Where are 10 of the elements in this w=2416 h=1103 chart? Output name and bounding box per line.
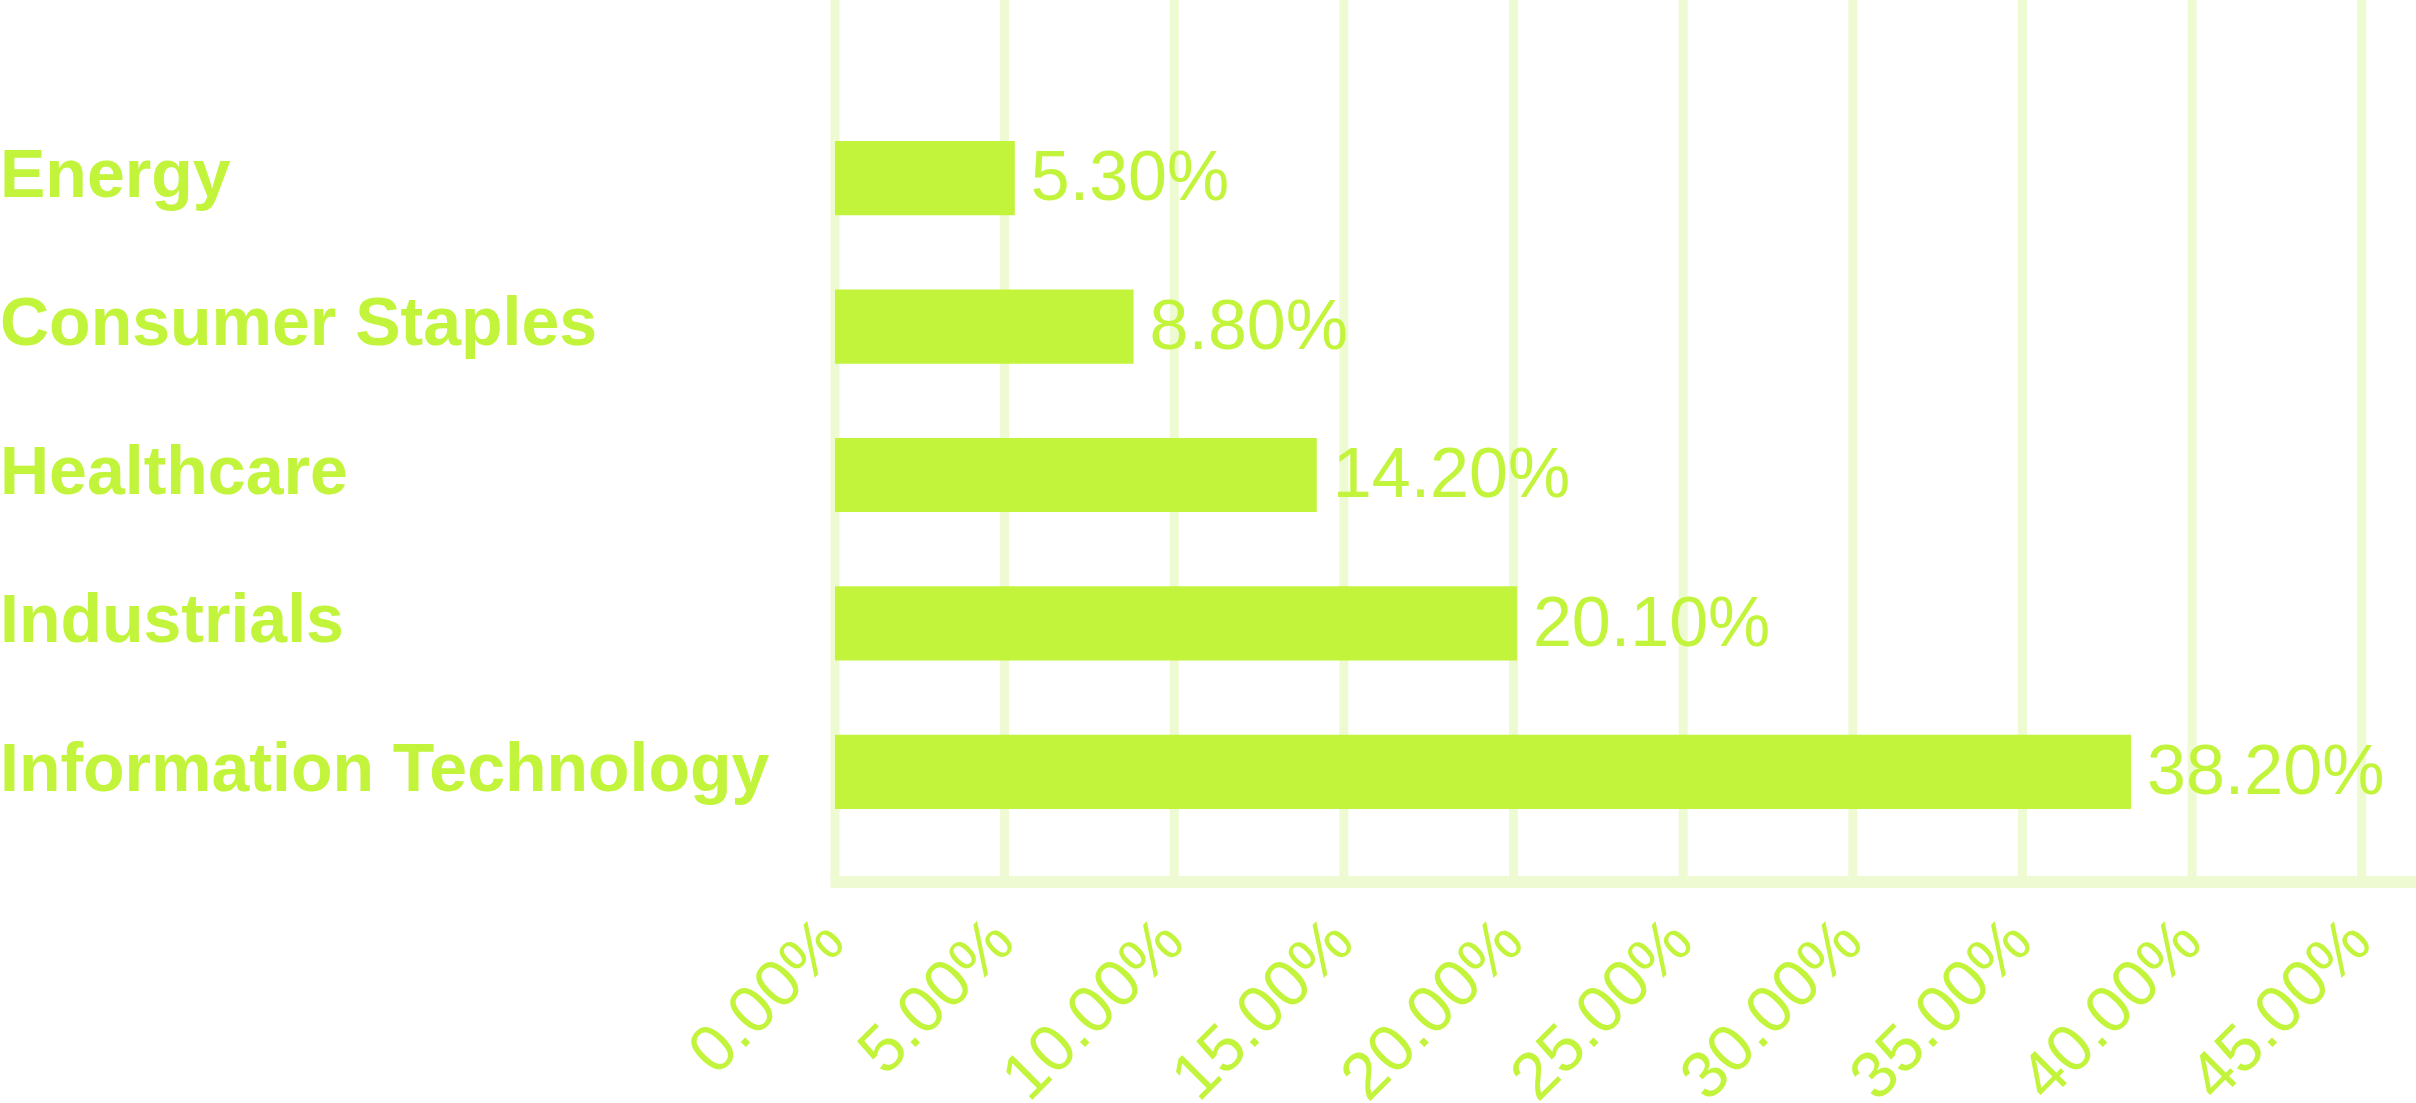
y-tick-label: Information Technology — [0, 728, 770, 805]
y-tick-label: Industrials — [0, 580, 344, 657]
data-label: 14.20% — [1332, 434, 1571, 513]
y-tick-label: Healthcare — [0, 431, 348, 508]
y-tick-label: Energy — [0, 134, 231, 211]
data-label: 20.10% — [1532, 582, 1771, 661]
data-label: 5.30% — [1030, 137, 1230, 216]
data-label: 38.20% — [2147, 731, 2385, 810]
data-label: 8.80% — [1149, 285, 1349, 364]
y-tick-label: Consumer Staples — [0, 283, 598, 360]
